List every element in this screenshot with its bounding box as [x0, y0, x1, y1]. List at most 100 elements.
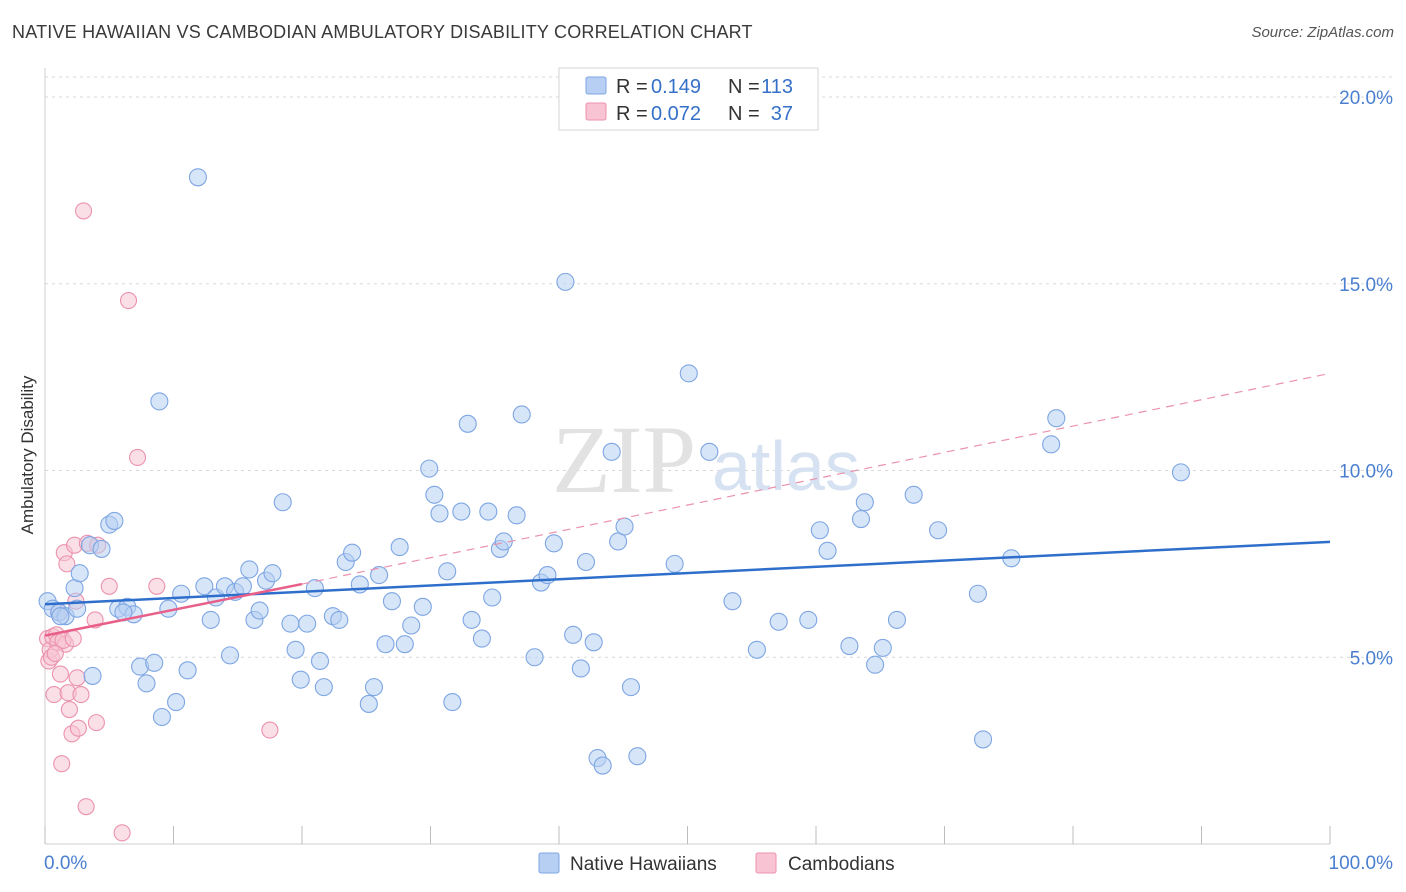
y-tick-label-1: 5.0%	[1350, 648, 1393, 669]
native-hawaiians-point-102	[866, 655, 885, 674]
native-hawaiians-points	[38, 168, 1190, 775]
native-hawaiians-point-93	[723, 592, 742, 611]
native-hawaiians-point-24	[188, 168, 207, 187]
x-tick-label-max: 100.0%	[1329, 853, 1394, 874]
legend-swatch-cambodians	[585, 102, 607, 121]
native-hawaiians-point-72	[507, 506, 526, 525]
legend-r-value-1: 0.149	[651, 76, 701, 98]
watermark: ZIP atlas	[552, 406, 860, 513]
native-hawaiians-point-29	[220, 646, 240, 665]
native-hawaiians-point-78	[556, 272, 575, 291]
cambodians-point-25	[75, 202, 93, 220]
cambodians-point-32	[128, 448, 147, 466]
native-hawaiians-point-25	[195, 577, 214, 596]
y-tick-label-3: 15.0%	[1339, 275, 1393, 296]
native-hawaiians-point-86	[609, 532, 628, 551]
native-hawaiians-point-43	[310, 651, 330, 671]
native-hawaiians-point-65	[458, 414, 477, 433]
native-hawaiians-point-87	[615, 517, 634, 536]
cambodians-point-22	[72, 686, 90, 704]
y-axis-tick-labels: 5.0% 10.0% 15.0% 20.0%	[1339, 88, 1393, 669]
native-hawaiians-point-23	[178, 661, 197, 680]
y-tick-label-2: 10.0%	[1339, 462, 1393, 483]
legend-n-label-2: N =	[728, 103, 760, 125]
native-hawaiians-point-58	[413, 597, 432, 616]
native-hawaiians-point-21	[167, 693, 186, 712]
native-hawaiians-point-103	[873, 638, 892, 657]
native-hawaiians-point-39	[286, 640, 305, 659]
cambodians-point-11	[53, 755, 71, 773]
chart-title: NATIVE HAWAIIAN VS CAMBODIAN AMBULATORY …	[12, 22, 753, 42]
native-hawaiians-point-84	[593, 756, 612, 775]
native-hawaiians-point-110	[1047, 409, 1066, 428]
native-hawaiians-point-104	[887, 610, 907, 629]
native-hawaiians-point-94	[747, 640, 766, 659]
cambodians-point-31	[119, 292, 138, 310]
native-hawaiians-point-99	[840, 636, 859, 656]
native-hawaiians-point-17	[145, 653, 164, 672]
native-hawaiians-point-32	[240, 560, 259, 579]
native-hawaiians-point-19	[152, 707, 171, 727]
native-hawaiians-point-64	[452, 502, 471, 521]
cambodians-point-37	[64, 630, 82, 648]
native-hawaiians-point-98	[818, 541, 837, 560]
native-hawaiians-point-44	[314, 678, 333, 697]
legend-n-label-1: N =	[728, 76, 760, 98]
native-hawaiians-point-22	[172, 584, 191, 603]
native-hawaiians-point-69	[483, 588, 502, 607]
bottom-legend-swatch-native-hawaiians	[538, 852, 560, 874]
native-hawaiians-point-80	[571, 659, 590, 678]
watermark-zip: ZIP	[552, 406, 696, 513]
native-hawaiians-point-82	[584, 633, 603, 652]
cambodians-point-34	[261, 721, 279, 739]
cambodians-point-36	[46, 644, 64, 663]
native-hawaiians-point-112	[1171, 463, 1190, 482]
cambodians-point-26	[87, 714, 105, 732]
y-tick-label-4: 20.0%	[1339, 88, 1393, 109]
cambodians-trend-line	[44, 582, 303, 637]
native-hawaiians-point-40	[291, 670, 310, 689]
native-hawaiians-point-73	[512, 405, 531, 424]
native-hawaiians-point-81	[576, 552, 596, 572]
native-hawaiians-point-48	[343, 543, 362, 562]
native-hawaiians-point-106	[929, 521, 948, 540]
native-hawaiians-point-95	[769, 612, 788, 631]
native-hawaiians-point-16	[137, 674, 156, 693]
native-hawaiians-point-111	[1042, 435, 1061, 454]
native-hawaiians-point-92	[700, 442, 719, 461]
bottom-legend-native-hawaiians: Native Hawaiians	[570, 854, 717, 875]
native-hawaiians-point-114	[68, 599, 87, 618]
native-hawaiians-point-26	[201, 610, 220, 629]
native-hawaiians-point-85	[602, 442, 621, 461]
native-hawaiians-point-59	[420, 459, 439, 478]
native-hawaiians-point-68	[479, 502, 498, 521]
native-hawaiians-point-57	[402, 616, 421, 635]
legend-n-value-1: 113	[761, 76, 793, 98]
native-hawaiians-point-90	[665, 554, 684, 573]
native-hawaiians-point-34	[250, 601, 269, 620]
native-hawaiians-trend-line	[44, 540, 1331, 606]
native-hawaiians-point-8	[83, 666, 102, 685]
native-hawaiians-point-31	[233, 577, 252, 596]
native-hawaiians-point-88	[621, 678, 641, 697]
cambodians-point-29	[100, 577, 118, 595]
native-hawaiians-point-100	[855, 493, 874, 512]
cambodians-point-6	[45, 686, 63, 704]
native-hawaiians-point-77	[544, 534, 563, 553]
native-hawaiians-point-105	[904, 485, 923, 504]
native-hawaiians-point-52	[370, 566, 389, 585]
native-hawaiians-point-74	[525, 648, 544, 667]
cambodians-point-24	[77, 798, 95, 816]
bottom-legend-cambodians: Cambodians	[788, 854, 895, 875]
native-hawaiians-point-96	[799, 610, 818, 629]
cambodians-point-21	[69, 719, 87, 737]
native-hawaiians-point-38	[281, 614, 300, 633]
native-hawaiians-point-18	[150, 392, 169, 411]
native-hawaiians-point-37	[273, 493, 292, 512]
cambodians-point-16	[60, 700, 78, 719]
native-hawaiians-point-50	[359, 694, 378, 713]
native-hawaiians-point-101	[851, 510, 871, 529]
native-hawaiians-point-46	[330, 610, 349, 629]
watermark-atlas: atlas	[712, 427, 860, 505]
